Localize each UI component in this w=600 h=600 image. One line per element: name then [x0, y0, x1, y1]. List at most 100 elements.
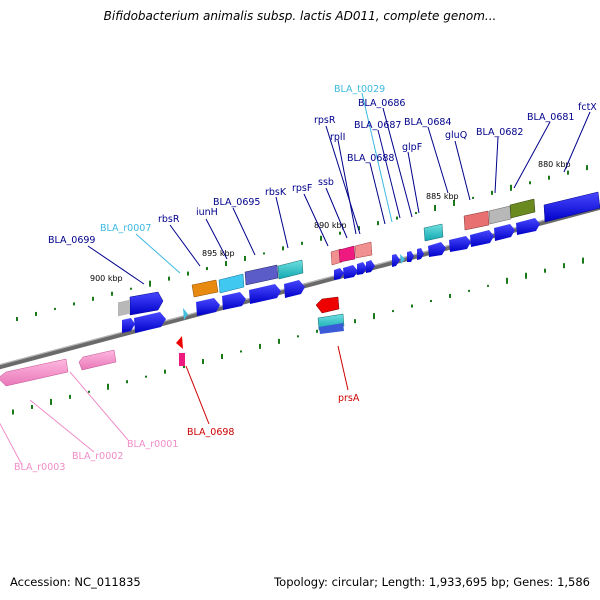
gene-rplI[interactable]: [354, 241, 373, 259]
label-glpF[interactable]: glpF: [402, 142, 422, 153]
label-BLA_r0002[interactable]: BLA_r0002: [72, 451, 123, 462]
gene-inner-18[interactable]: [516, 218, 540, 235]
gene-ssb[interactable]: [338, 245, 356, 263]
gene-inner-13[interactable]: [417, 248, 424, 260]
tick-885-kbp: 885 kbp: [426, 192, 459, 201]
track-dot: [111, 291, 113, 296]
trna-inner[interactable]: [183, 308, 188, 320]
track-dot: [244, 255, 246, 261]
track-dot: [415, 212, 417, 215]
track-dot: [282, 246, 284, 251]
track-dot: [278, 338, 280, 344]
gene-inner-3[interactable]: [196, 298, 220, 316]
gene-inner-1[interactable]: [122, 318, 135, 333]
label-BLA_0695[interactable]: BLA_0695: [213, 197, 260, 208]
gene-rbsR[interactable]: [191, 279, 219, 298]
track-dot: [373, 313, 375, 320]
feature-labels: fctX BLA_0681 BLA_0682 gluQ BLA_0684 glp…: [14, 84, 597, 473]
track-dot: [510, 184, 512, 191]
label-fctX[interactable]: fctX: [578, 102, 597, 113]
gene-inner-11[interactable]: [392, 254, 400, 267]
label-iunH[interactable]: iunH: [196, 207, 218, 218]
track-dot: [529, 181, 531, 185]
gene-inner-7[interactable]: [334, 268, 344, 280]
trna-t0029[interactable]: [400, 254, 405, 264]
label-ssb[interactable]: ssb: [318, 177, 334, 188]
gene-inner-16[interactable]: [470, 230, 494, 247]
accession-text: Accession: NC_011835: [10, 575, 141, 589]
label-BLA_0688[interactable]: BLA_0688: [347, 153, 394, 164]
label-rpsR[interactable]: rpsR: [314, 115, 336, 126]
label-BLA_0686[interactable]: BLA_0686: [358, 98, 405, 109]
track-dot: [316, 329, 318, 333]
label-rpsF[interactable]: rpsF: [292, 183, 312, 194]
track-dot: [225, 260, 227, 266]
label-rbsR[interactable]: rbsR: [158, 214, 180, 225]
tick-900-kbp: 900 kbp: [90, 274, 123, 283]
track-dot: [582, 257, 584, 264]
rrna-BLA_r0002-r0003[interactable]: [0, 358, 69, 387]
gene-BLA_0682[interactable]: [488, 205, 512, 225]
rrna-BLA_r0001[interactable]: [78, 349, 117, 371]
track-dot: [187, 271, 189, 276]
label-BLA_r0007[interactable]: BLA_r0007: [100, 223, 151, 234]
track-dot: [16, 317, 18, 321]
track-dot: [259, 343, 261, 349]
gene-inner-9[interactable]: [357, 262, 367, 275]
label-BLA_t0029[interactable]: BLA_t0029: [334, 84, 385, 95]
track-dot: [491, 190, 493, 195]
topology-summary: Topology: circular; Length: 1,933,695 bp…: [274, 575, 590, 589]
gene-pseudo-grey-left[interactable]: [118, 299, 130, 317]
gene-fctX[interactable]: [543, 191, 600, 223]
track-dot: [149, 280, 151, 287]
gene-inner-14[interactable]: [428, 242, 446, 257]
gene-BLA_0699[interactable]: [129, 291, 164, 316]
gene-inner-6[interactable]: [284, 280, 305, 298]
gene-BLA_0698-pink[interactable]: [179, 353, 185, 366]
track-dot: [69, 394, 71, 399]
gene-inner-15[interactable]: [449, 236, 471, 252]
track-dot: [377, 221, 379, 226]
label-BLA_0687[interactable]: BLA_0687: [354, 120, 401, 131]
track-dot: [468, 289, 470, 292]
track-dot: [50, 398, 52, 405]
gene-gluQ[interactable]: [463, 210, 490, 231]
track-dot: [183, 365, 185, 369]
label-prsA[interactable]: prsA: [338, 393, 360, 404]
gene-inner-5[interactable]: [249, 284, 281, 304]
label-gluQ[interactable]: gluQ: [445, 130, 467, 141]
gene-BLA_0681[interactable]: [509, 198, 536, 219]
gene-inner-4[interactable]: [222, 292, 246, 310]
track-dot: [472, 196, 474, 199]
gene-inner-2[interactable]: [134, 312, 166, 333]
gene-inner-17[interactable]: [494, 224, 515, 241]
gene-inner-12[interactable]: [407, 251, 414, 262]
track-dot: [35, 311, 37, 316]
label-BLA_0682[interactable]: BLA_0682: [476, 127, 523, 138]
track-dot: [73, 302, 75, 306]
gene-reverse-blue[interactable]: [319, 323, 344, 334]
track-dot: [206, 267, 208, 271]
gene-inner-8[interactable]: [343, 265, 358, 279]
label-BLA_r0003[interactable]: BLA_r0003: [14, 462, 65, 473]
track-dot: [12, 409, 14, 415]
label-BLA_0684[interactable]: BLA_0684: [404, 117, 451, 128]
label-BLA_0681[interactable]: BLA_0681: [527, 112, 574, 123]
gene-BLA_0695[interactable]: [244, 264, 279, 286]
gene-iunH[interactable]: [218, 273, 245, 294]
track-dot: [202, 359, 204, 365]
label-BLA_0699[interactable]: BLA_0699: [48, 235, 95, 246]
outer-dot-track: [16, 165, 588, 321]
label-BLA_0698[interactable]: BLA_0698: [187, 427, 234, 438]
gene-inner-10[interactable]: [366, 260, 375, 273]
label-rbsK[interactable]: rbsK: [265, 187, 287, 198]
track-dot: [506, 277, 508, 284]
gene-prsA[interactable]: [315, 296, 340, 314]
label-BLA_r0001[interactable]: BLA_r0001: [127, 439, 178, 450]
gene-glpF[interactable]: [423, 223, 444, 242]
forward-features-outer: [118, 191, 600, 317]
label-rplI[interactable]: rplI: [330, 132, 345, 143]
gene-rbsK[interactable]: [277, 259, 304, 280]
gene-BLA_0698[interactable]: [176, 336, 183, 349]
